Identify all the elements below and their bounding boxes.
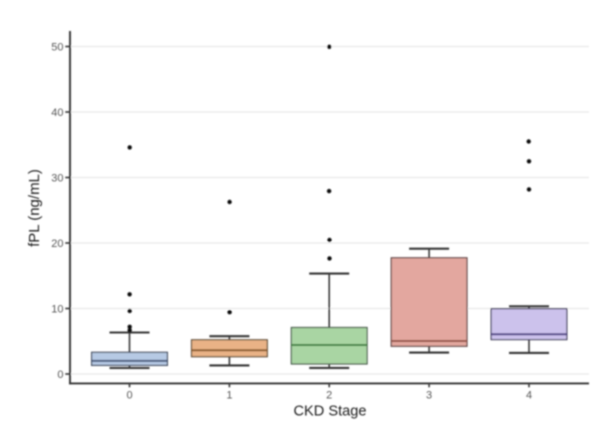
svg-text:0: 0 (126, 390, 132, 402)
svg-text:3: 3 (426, 390, 432, 402)
svg-text:0: 0 (57, 369, 63, 381)
svg-text:CKD Stage: CKD Stage (293, 404, 366, 420)
svg-text:10: 10 (51, 304, 63, 316)
svg-text:50: 50 (51, 42, 63, 54)
svg-text:30: 30 (51, 173, 63, 185)
svg-text:4: 4 (526, 390, 532, 402)
svg-text:40: 40 (51, 107, 63, 119)
svg-text:fPL (ng/mL): fPL (ng/mL) (26, 169, 43, 247)
svg-text:1: 1 (226, 390, 232, 402)
svg-text:2: 2 (326, 390, 332, 402)
svg-text:20: 20 (51, 238, 63, 250)
